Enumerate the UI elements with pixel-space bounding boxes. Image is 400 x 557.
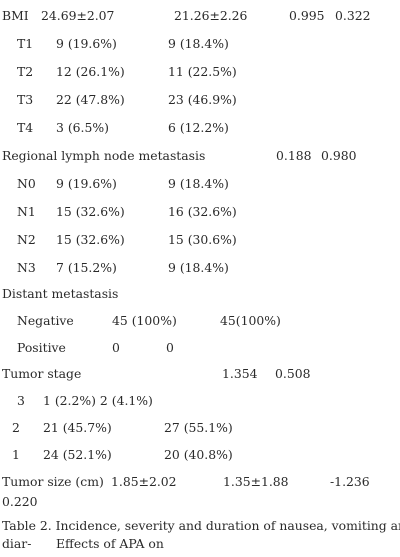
row-label-t3: T3 — [17, 92, 34, 107]
row-label-n2: N2 — [17, 232, 36, 247]
t4-group2: 6 (12.2%) — [168, 120, 229, 135]
stage-1-group1: 24 (52.1%) — [43, 447, 112, 462]
table-caption-line1: Table 2. Incidence, severity and duratio… — [2, 518, 400, 533]
size-group2: 1.35±1.88 — [223, 474, 289, 489]
stage-1-group2: 20 (40.8%) — [164, 447, 233, 462]
n2-group2: 15 (30.6%) — [168, 232, 237, 247]
stage-2-group2: 27 (55.1%) — [164, 420, 233, 435]
row-label-t4: T4 — [17, 120, 34, 135]
t4-group1: 3 (6.5%) — [56, 120, 109, 135]
t3-group2: 23 (46.9%) — [168, 92, 237, 107]
t2-group1: 12 (26.1%) — [56, 64, 125, 79]
bmi-group1: 24.69±2.07 — [41, 8, 115, 23]
positive-group2: 0 — [166, 340, 174, 355]
row-label-t1: T1 — [17, 36, 34, 51]
row-label-stage-3: 3 — [17, 393, 25, 408]
stage-3-values: 1 (2.2%) 2 (4.1%) — [43, 393, 153, 408]
n0-group1: 9 (19.6%) — [56, 176, 117, 191]
stage-stat: 1.354 — [222, 366, 258, 381]
stage-2-group1: 21 (45.7%) — [43, 420, 112, 435]
stage-p: 0.508 — [275, 366, 311, 381]
row-label-n1: N1 — [17, 204, 36, 219]
t1-group1: 9 (19.6%) — [56, 36, 117, 51]
t3-group1: 22 (47.8%) — [56, 92, 125, 107]
row-label-size: Tumor size (cm) — [2, 474, 104, 489]
lymph-stat: 0.188 — [276, 148, 312, 163]
bmi-stat: 0.995 — [289, 8, 325, 23]
size-p: 0.220 — [2, 494, 38, 509]
table-caption-line2a: diar- — [2, 536, 32, 551]
row-label-stage-1: 1 — [12, 447, 20, 462]
lymph-p: 0.980 — [321, 148, 357, 163]
t1-group2: 9 (18.4%) — [168, 36, 229, 51]
n3-group1: 7 (15.2%) — [56, 260, 117, 275]
size-stat: -1.236 — [330, 474, 370, 489]
n1-group2: 16 (32.6%) — [168, 204, 237, 219]
row-label-n0: N0 — [17, 176, 36, 191]
row-label-lymph: Regional lymph node metastasis — [2, 148, 206, 163]
bmi-p: 0.322 — [335, 8, 371, 23]
t2-group2: 11 (22.5%) — [168, 64, 237, 79]
row-label-bmi: BMI — [2, 8, 29, 23]
n3-group2: 9 (18.4%) — [168, 260, 229, 275]
row-label-positive: Positive — [17, 340, 66, 355]
negative-group1: 45 (100%) — [112, 313, 177, 328]
row-label-negative: Negative — [17, 313, 74, 328]
negative-group2: 45(100%) — [220, 313, 281, 328]
table-caption-line2b: Effects of APA on — [56, 536, 164, 551]
bmi-group2: 21.26±2.26 — [174, 8, 248, 23]
row-label-stage-2: 2 — [12, 420, 20, 435]
row-label-t2: T2 — [17, 64, 34, 79]
row-label-distant: Distant metastasis — [2, 286, 119, 301]
size-group1: 1.85±2.02 — [111, 474, 177, 489]
positive-group1: 0 — [112, 340, 120, 355]
row-label-n3: N3 — [17, 260, 36, 275]
n1-group1: 15 (32.6%) — [56, 204, 125, 219]
n0-group2: 9 (18.4%) — [168, 176, 229, 191]
row-label-stage: Tumor stage — [2, 366, 82, 381]
n2-group1: 15 (32.6%) — [56, 232, 125, 247]
